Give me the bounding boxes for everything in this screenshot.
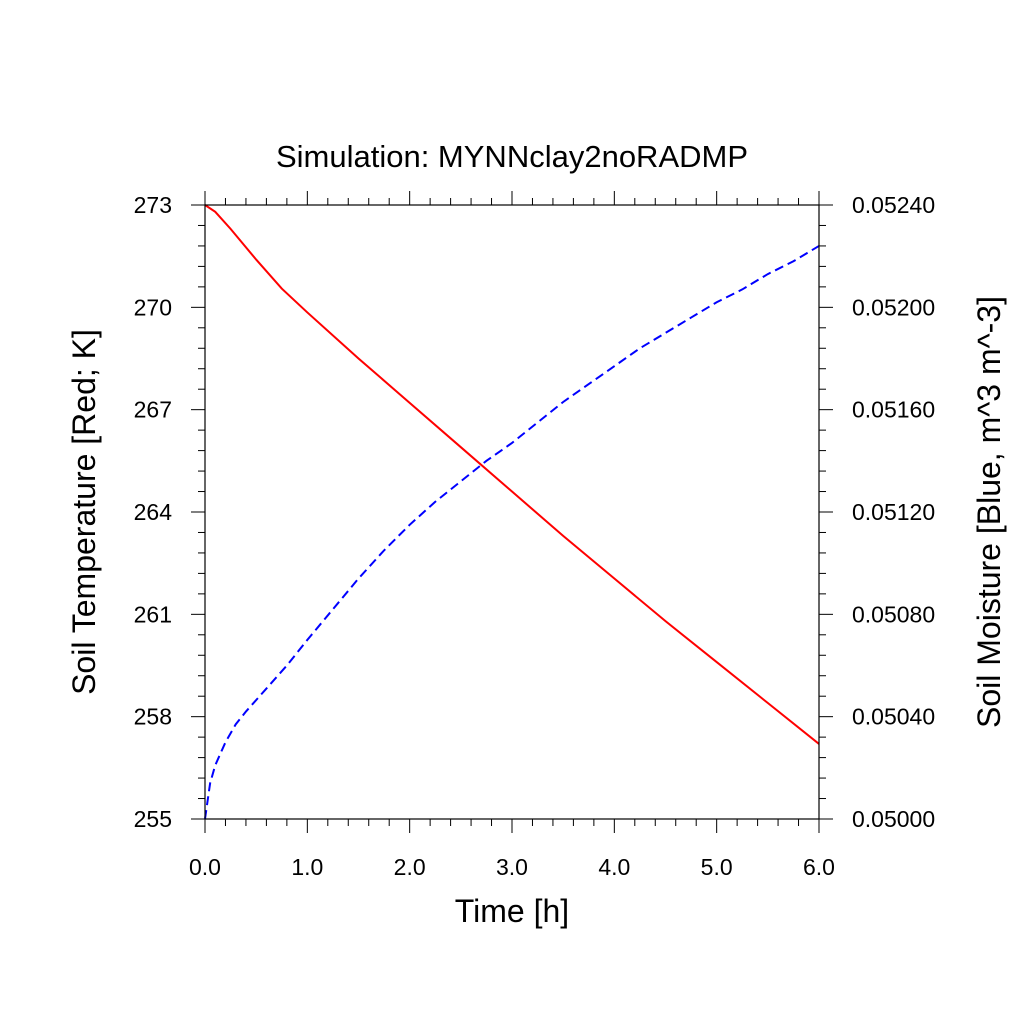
chart-title: Simulation: MYNNclay2noRADMP xyxy=(276,139,748,174)
x-tick-label: 0.0 xyxy=(189,854,221,880)
y-left-tick-label: 267 xyxy=(134,397,172,423)
soil-temperature-line xyxy=(204,204,820,745)
tick-labels: 0.0 1.0 2.0 3.0 4.0 5.0 6.0 255 258 261 264 267 270 2… xyxy=(134,192,936,880)
y-right-tick-label: 0.05040 xyxy=(852,704,935,730)
y-right-tick-label: 0.05080 xyxy=(852,601,935,627)
x-tick-label: 5.0 xyxy=(701,854,733,880)
y-left-tick-label: 264 xyxy=(134,499,173,525)
y-right-axis-title: Soil Moisture [Blue, m^3 m^-3] xyxy=(971,296,1007,728)
y-left-axis-title: Soil Temperature [Red; K] xyxy=(66,329,102,695)
plot-frame xyxy=(204,204,820,820)
y-right-tick-label: 0.05000 xyxy=(852,806,935,832)
tick-marks xyxy=(191,191,833,833)
y-left-tick-label: 258 xyxy=(134,704,172,730)
x-axis-title: Time [h] xyxy=(455,893,569,929)
x-tick-label: 2.0 xyxy=(394,854,426,880)
x-tick-label: 4.0 xyxy=(598,854,630,880)
y-right-tick-label: 0.05200 xyxy=(852,294,935,320)
y-right-tick-label: 0.05120 xyxy=(852,499,935,525)
y-left-tick-label: 261 xyxy=(134,601,172,627)
y-left-tick-label: 270 xyxy=(134,294,172,320)
y-right-tick-label: 0.05160 xyxy=(852,397,935,423)
x-tick-label: 6.0 xyxy=(803,854,835,880)
soil-moisture-line xyxy=(204,245,820,820)
y-left-tick-label: 273 xyxy=(134,192,172,218)
series-lines xyxy=(204,204,820,820)
x-tick-label: 3.0 xyxy=(496,854,528,880)
y-left-tick-label: 255 xyxy=(134,806,172,832)
y-right-tick-label: 0.05240 xyxy=(852,192,935,218)
x-tick-label: 1.0 xyxy=(291,854,323,880)
